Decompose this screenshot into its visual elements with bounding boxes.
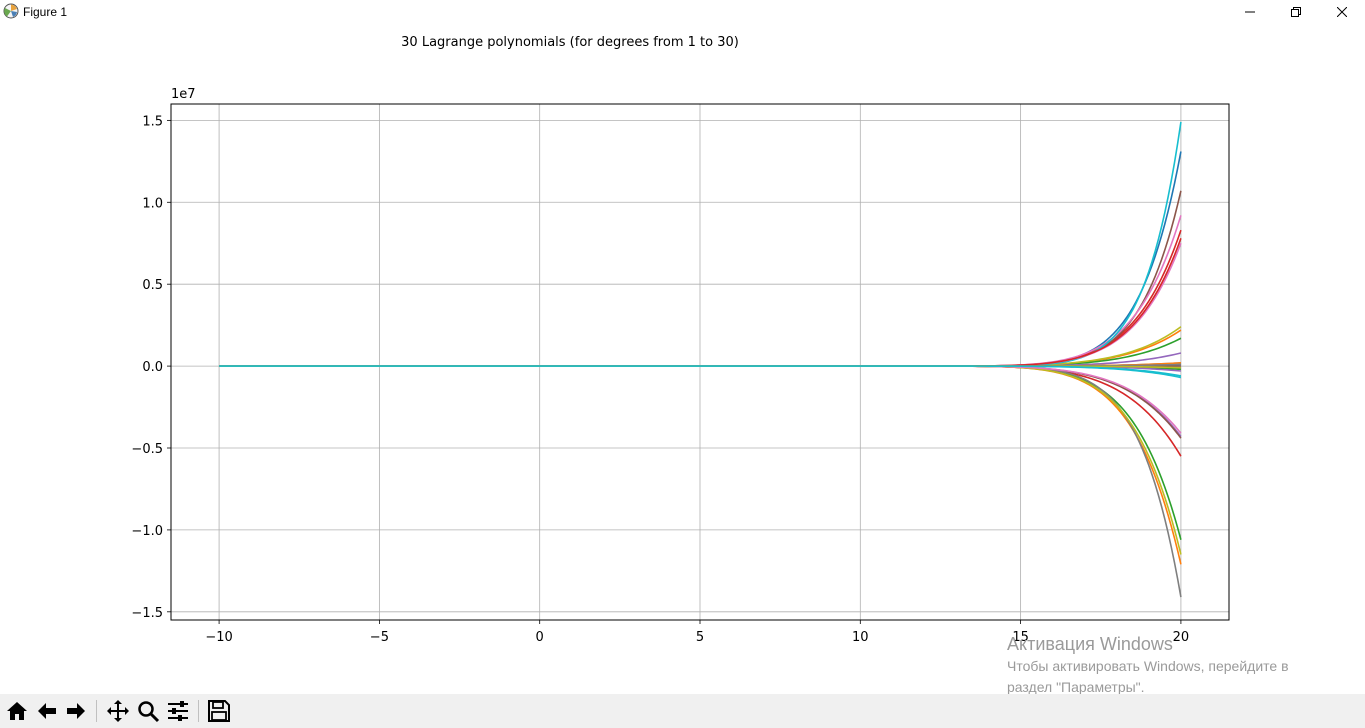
figure-canvas[interactable]: 30 Lagrange polynomials (for degrees fro… xyxy=(0,24,1365,694)
forward-icon xyxy=(67,703,85,719)
matplotlib-app-icon xyxy=(3,3,19,19)
toolbar-separator xyxy=(96,700,97,722)
window-titlebar: Figure 1 xyxy=(0,0,1365,24)
configure-subplots-icon xyxy=(168,701,188,721)
configure-subplots-button[interactable] xyxy=(164,697,192,725)
x-tick-label: −5 xyxy=(370,630,389,645)
x-tick-label: 20 xyxy=(1173,630,1190,645)
activation-watermark-line: раздел "Параметры". xyxy=(1007,679,1145,695)
close-icon xyxy=(1337,7,1347,17)
pan-button[interactable] xyxy=(104,697,132,725)
x-tick-label: 10 xyxy=(852,630,869,645)
save-button[interactable] xyxy=(205,697,233,725)
y-tick-label: 1.5 xyxy=(142,114,163,129)
y-tick-label: −1.5 xyxy=(131,606,163,621)
window-title: Figure 1 xyxy=(23,5,68,19)
activation-watermark-title: Активация Windows xyxy=(1007,634,1173,654)
series-lines xyxy=(219,121,1182,598)
minimize-icon xyxy=(1245,11,1255,13)
x-tick-label: −10 xyxy=(205,630,232,645)
save-icon xyxy=(208,700,230,722)
chart-title: 30 Lagrange polynomials (for degrees fro… xyxy=(401,35,739,50)
y-tick-label: 0.0 xyxy=(142,360,163,375)
axis-ticks: −10 −5 0 5 10 15 20 −1.5 −1.0 −0.5 0.0 0.5 1.0 1.5 xyxy=(131,114,1189,645)
restore-icon xyxy=(1291,7,1301,17)
home-button[interactable] xyxy=(3,697,31,725)
pan-icon xyxy=(107,700,129,722)
x-tick-label: 15 xyxy=(1012,630,1029,645)
y-tick-label: −1.0 xyxy=(131,524,163,539)
y-offset-label: 1e7 xyxy=(171,87,196,102)
y-tick-label: 0.5 xyxy=(142,278,163,293)
home-icon xyxy=(7,702,27,720)
series-line-30 xyxy=(219,365,1182,377)
grid xyxy=(171,104,1229,620)
close-button[interactable] xyxy=(1319,0,1365,24)
zoom-icon xyxy=(138,701,160,723)
y-tick-label: 1.0 xyxy=(142,196,163,211)
back-icon xyxy=(38,703,56,719)
toolbar-separator xyxy=(198,700,199,722)
back-button[interactable] xyxy=(33,697,61,725)
zoom-button[interactable] xyxy=(134,697,162,725)
forward-button[interactable] xyxy=(62,697,90,725)
x-tick-label: 5 xyxy=(696,630,704,645)
y-tick-label: −0.5 xyxy=(131,442,163,457)
x-tick-label: 0 xyxy=(536,630,544,645)
navigation-toolbar xyxy=(0,694,1365,728)
restore-button[interactable] xyxy=(1273,0,1319,24)
minimize-button[interactable] xyxy=(1227,0,1273,24)
activation-watermark-line: Чтобы активировать Windows, перейдите в xyxy=(1007,658,1289,674)
